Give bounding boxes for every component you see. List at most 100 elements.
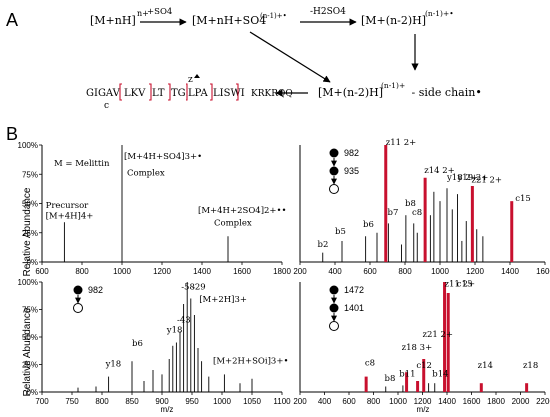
cleavage-mark [119,83,122,101]
peak-annotation: c15 [457,279,473,289]
spectrum-ms3-982: 700 750 800 850 900 950 1000 1050 1100 0% 25% 50% 75… [18,278,292,406]
scan-step-icon [329,166,339,176]
peak-annotation: z18 3+ [402,343,433,353]
y-axis-label-bottom: Relative Abundance [22,307,33,396]
scan-step-label: 982 [88,285,103,295]
cleavage-mark [168,83,171,101]
peak-annotation: y19 2+ [457,173,489,183]
peak-annotation: Complex [214,219,252,229]
scan-step-label: 1472 [344,285,364,295]
peak-annotation: [M+4H+2SO4]2+•• [198,206,287,216]
y-tick-label: 75% [22,306,38,315]
species-minus-sidechain-charge: (n-1)+ [381,81,405,90]
y-tick-label: 25% [22,361,38,370]
peak-annotation: b7 [388,208,399,218]
scan-step-icon [329,303,339,313]
x-tick-label: 600 [363,267,377,276]
scan-end-icon [329,184,339,194]
peak-annotation: [M+2H]3+ [199,295,247,305]
peak-annotation: z18 [523,361,538,371]
sequence-group: TG [171,88,186,99]
species-complex-charge: (n-1)+• [260,12,287,20]
spectrum-ms3-982-935: 200 400 600 800 1000 1200 1400 1600 z11 2+ z14 2+… [293,138,550,276]
y-tick-label: 100% [18,278,38,287]
x-tick-label: 200 [293,267,307,276]
peak-annotation: b2 [318,240,329,250]
species-complex: [M+nH+SO4 [192,14,266,27]
peak-annotation: y18 [105,360,122,370]
arrow-complex-to-sidechain [249,31,331,83]
y-tick-label: 0% [26,258,38,267]
x-tick-label: 800 [75,267,89,276]
y-tick-label: 50% [22,333,38,342]
sequence-z-label: z [188,75,193,85]
sequence: GIGAV LKV LT TG LPA LISWI KRKRQQ [86,88,293,99]
species-minus-sidechain-suffix: - side chain• [408,86,482,99]
x-tick-label: 1600 [233,267,251,276]
peak-annotation: Complex [127,168,165,178]
x-tick-label: 850 [125,397,139,406]
x-tick-label: 800 [398,267,412,276]
x-tick-label: 1200 [153,267,171,276]
x-tick-label: 800 [95,397,109,406]
sequence-group: LKV [124,88,146,99]
scan-step-label: 982 [344,148,359,158]
x-tick-label: 200 [293,397,307,406]
x-tick-label: 1050 [243,397,261,406]
species-minus-water-charge: (n-1)+• [425,9,454,18]
sequence-group: KRKRQQ [251,89,293,99]
species-precursor-charge: n+ [137,9,149,18]
species-minus-sidechain: [M+(n-2)H] [318,86,383,99]
cleavage-mark [210,83,213,101]
peak-annotation: b5 [335,227,346,237]
peak-annotation: c8 [365,359,375,369]
y-tick-label: 50% [22,200,38,209]
peak-annotation: b8 [385,374,396,384]
peak-annotation: z21 2+ [472,175,503,185]
peak-annotation: y18 [166,326,183,336]
scan-step-icon [73,285,83,295]
x-tick-label: 1800 [487,397,505,406]
scan-step-icon [329,285,339,295]
scan-end-icon [329,321,339,331]
cleavage-marks [119,83,239,101]
peak-annotation: c15 [515,194,531,204]
sequence-c-label: c [104,101,109,111]
x-tick-label: 1200 [466,267,484,276]
spectrum-ms1: 600 800 1000 1200 1400 1600 1800 0% 25% 50% 75% 100… [18,141,292,276]
cleavage-mark [149,83,152,101]
peak-annotation: -29 [192,283,206,293]
y-tick-label: 25% [22,229,38,238]
x-tick-label: 400 [318,397,332,406]
x-tick-label: 400 [328,267,342,276]
peak-annotation: c12 [416,361,432,371]
scan-step-label: 1401 [344,303,364,313]
x-axis-label-right: m/z [417,405,430,414]
sequence-group: LPA [188,88,208,99]
scan-step-icon [329,148,339,158]
peak-annotation: b6 [363,220,374,230]
arrow-minus-h2so4-label: -H2SO4 [310,7,346,17]
panel-a-label: A [6,10,18,30]
peak-annotation: [M+4H+SO4]3+• [124,152,202,162]
y-tick-label: 0% [26,388,38,397]
species-minus-water: [M+(n-2)H] [361,14,426,27]
x-tick-label: 600 [35,267,49,276]
peak-annotation: c8 [412,208,422,218]
peak-annotation: b8 [405,199,416,209]
scan-end-icon [73,303,83,313]
x-tick-label: 1200 [414,397,432,406]
x-tick-label: 1400 [193,267,211,276]
x-tick-label: 1000 [431,267,449,276]
sequence-group: GIGAV [86,88,121,99]
x-tick-label: 600 [342,397,356,406]
species-precursor: [M+nH] [90,14,136,27]
x-tick-label: 1400 [501,267,519,276]
peak-annotation: y18 2+ [446,173,478,183]
panel-b-label: B [6,124,18,144]
x-tick-label: 1100 [273,397,291,406]
peak-annotation: z11 2+ [386,138,417,148]
peak-annotation: b6 [132,339,143,349]
peak-annotation: Precursor [46,201,90,211]
peak-annotation: -43 [177,316,191,326]
